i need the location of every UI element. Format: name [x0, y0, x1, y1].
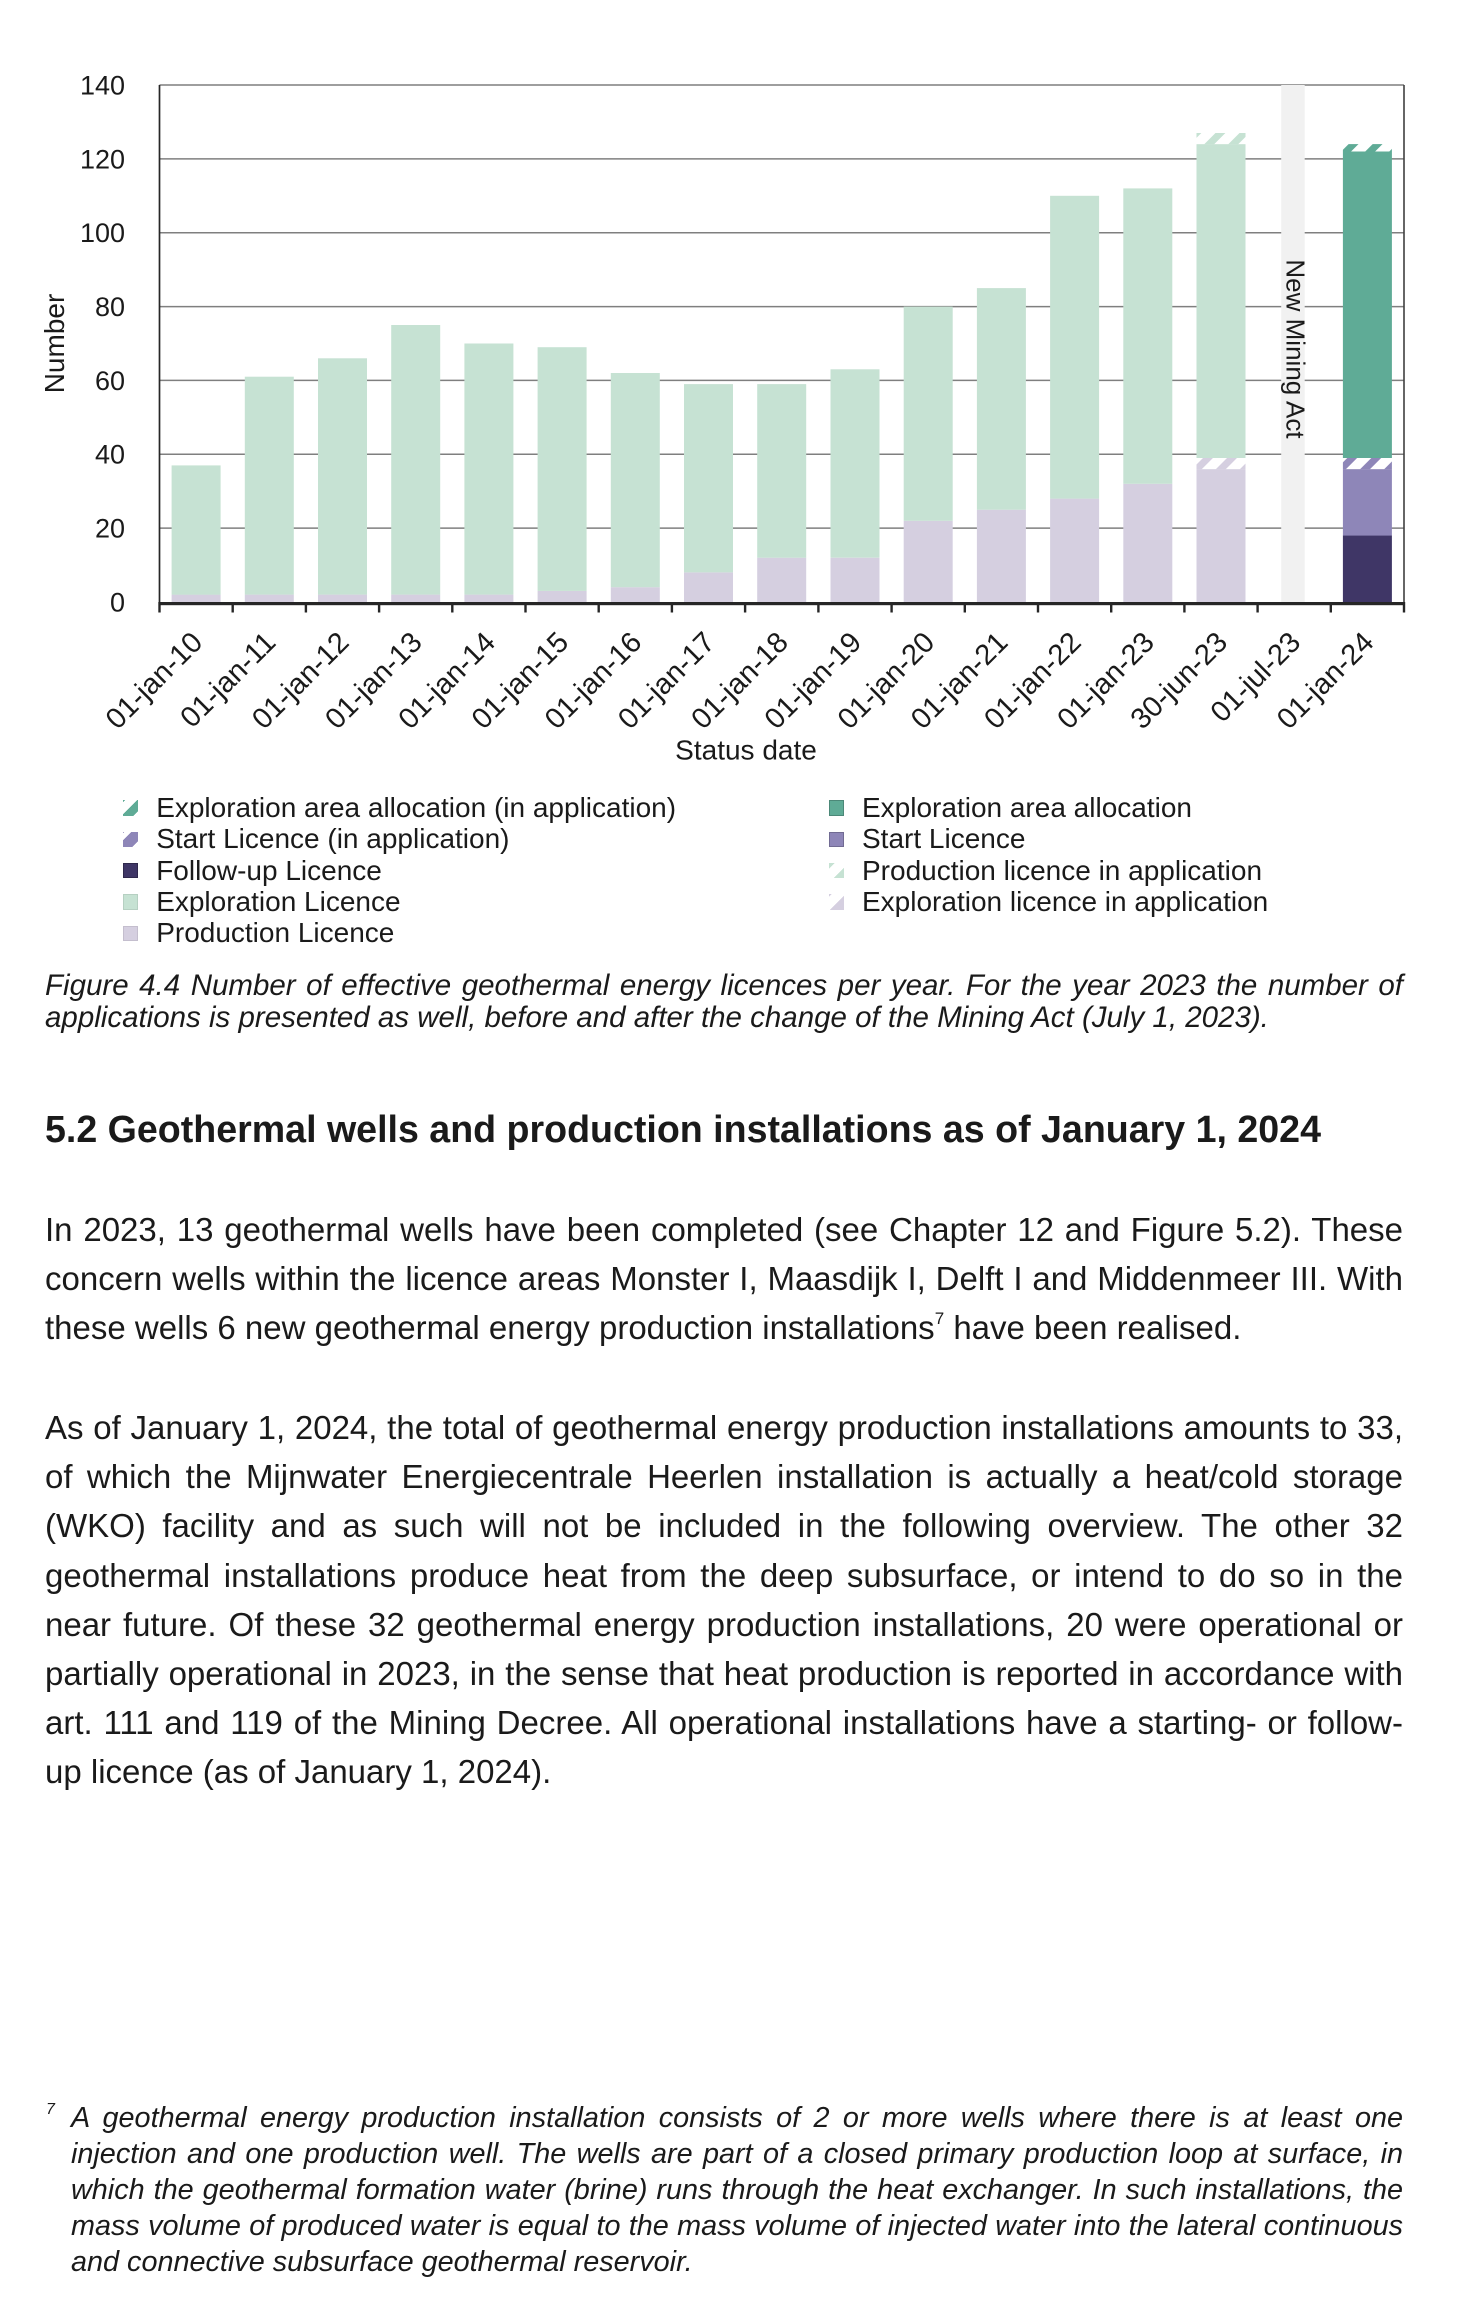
svg-text:0: 0	[110, 587, 125, 617]
svg-text:40: 40	[95, 440, 125, 470]
svg-text:140: 140	[80, 70, 125, 100]
svg-text:120: 120	[80, 144, 125, 174]
svg-text:Status date: Status date	[675, 734, 817, 765]
svg-text:Number: Number	[39, 294, 70, 394]
svg-text:80: 80	[95, 292, 125, 322]
svg-text:New Mining Act: New Mining Act	[1281, 259, 1311, 439]
svg-text:60: 60	[95, 366, 125, 396]
svg-text:100: 100	[80, 218, 125, 248]
svg-text:20: 20	[95, 514, 125, 544]
